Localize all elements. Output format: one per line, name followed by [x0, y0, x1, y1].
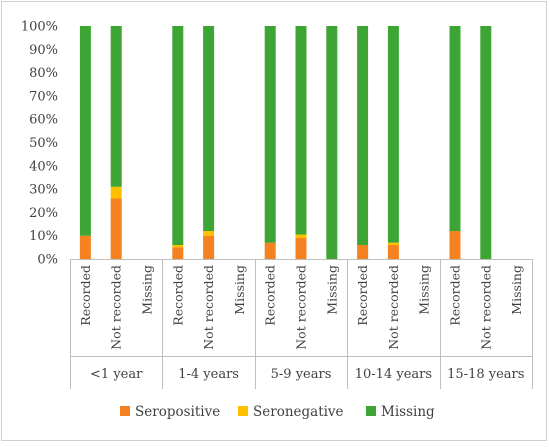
x-category-label: Not recorded: [478, 265, 493, 350]
x-category-label: Recorded: [355, 265, 370, 326]
bar-segment-missing: [449, 26, 461, 232]
bar-segment-missing: [110, 26, 122, 187]
x-category-label: Not recorded: [109, 265, 124, 350]
y-tick-label: 90%: [29, 43, 58, 58]
x-category-label: Recorded: [448, 265, 463, 326]
bar-segment-seropositive: [357, 245, 369, 259]
x-category-label: Missing: [140, 265, 155, 315]
bar-segment-missing: [264, 26, 276, 243]
bar-segment-seropositive: [264, 242, 276, 259]
bar-segment-seropositive: [449, 231, 461, 259]
x-category-label: Not recorded: [201, 265, 216, 350]
bar-segment-missing: [357, 26, 369, 246]
bars: [79, 26, 492, 259]
bar-segment-seronegative: [203, 231, 215, 236]
x-category-label: Recorded: [170, 265, 185, 326]
bar-segment-seronegative: [295, 234, 307, 239]
y-tick-label: 30%: [29, 183, 58, 198]
x-group-label: 15-18 years: [447, 367, 524, 382]
chart-frame: 0% 10% 20% 30% 40% 50% 60% 70% 80% 90% 100% Record…: [1, 1, 547, 441]
y-tick-label: 0%: [37, 253, 58, 268]
legend-swatch-missing: [366, 406, 376, 416]
legend: Seropositive Seronegative Missing: [120, 404, 435, 420]
x-group-label: <1 year: [90, 367, 143, 382]
x-category-label: Not recorded: [294, 265, 309, 350]
x-category-label: Not recorded: [386, 265, 401, 350]
y-tick-label: 80%: [29, 66, 58, 81]
legend-swatch-seropositive: [120, 406, 130, 416]
x-category-label: Missing: [417, 265, 432, 315]
x-group-label: 5-9 years: [271, 367, 332, 382]
bar-segment-seropositive: [295, 238, 307, 259]
bar-segment-seropositive: [79, 235, 91, 259]
y-tick-label: 20%: [29, 206, 58, 221]
bar-segment-seropositive: [110, 198, 122, 259]
legend-label-seronegative: Seronegative: [253, 404, 344, 420]
bar-segment-missing: [295, 26, 307, 235]
bar-segment-seropositive: [172, 247, 184, 259]
y-tick-label: 60%: [29, 113, 58, 128]
y-tick-label: 50%: [29, 136, 58, 151]
bar-segment-seronegative: [110, 186, 122, 199]
y-axis: 0% 10% 20% 30% 40% 50% 60% 70% 80% 90% 100%: [21, 20, 58, 268]
bar-segment-missing: [172, 26, 184, 246]
y-tick-label: 10%: [29, 229, 58, 244]
y-tick-label: 70%: [29, 89, 58, 104]
bar-segment-seronegative: [387, 242, 399, 246]
x-axis: Recorded Not recorded Missing <1 year Record…: [70, 259, 533, 389]
x-group-label: 1-4 years: [178, 367, 239, 382]
legend-label-seropositive: Seropositive: [135, 404, 220, 420]
bar-segment-missing: [387, 26, 399, 243]
legend-label-missing: Missing: [381, 404, 435, 420]
x-category-label: Recorded: [78, 265, 93, 326]
x-group-label: 10-14 years: [355, 367, 432, 382]
bar-segment-missing: [480, 26, 492, 259]
y-tick-label: 40%: [29, 159, 58, 174]
stacked-bar-chart: 0% 10% 20% 30% 40% 50% 60% 70% 80% 90% 100% Record…: [21, 20, 533, 420]
x-category-label: Recorded: [263, 265, 278, 326]
y-tick-label: 100%: [21, 20, 58, 35]
bar-segment-seropositive: [387, 245, 399, 259]
x-category-label: Missing: [232, 265, 247, 315]
legend-swatch-seronegative: [238, 406, 248, 416]
bar-segment-missing: [203, 26, 215, 232]
bar-segment-missing: [79, 26, 91, 236]
x-category-label: Missing: [324, 265, 339, 315]
bar-segment-missing: [326, 26, 338, 259]
bar-segment-seronegative: [172, 245, 184, 248]
bar-segment-seropositive: [203, 235, 215, 259]
x-category-label: Missing: [509, 265, 524, 315]
